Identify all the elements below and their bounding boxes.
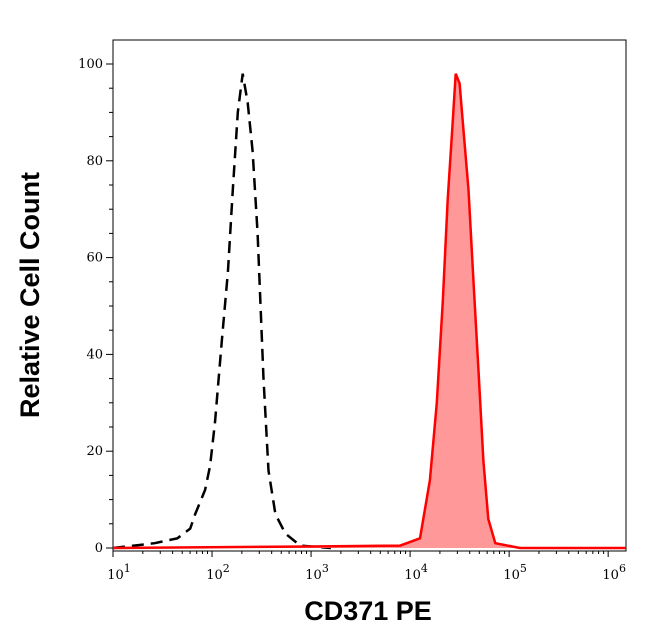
y-tick-label: 40	[86, 347, 103, 362]
y-tick-label: 0	[95, 541, 103, 556]
x-tick-label: 105	[503, 562, 527, 583]
y-axis-label: Relative Cell Count	[15, 172, 45, 418]
x-tick-label: 104	[404, 562, 428, 583]
x-tick-label: 101	[107, 562, 131, 583]
plot-frame	[112, 39, 627, 552]
cd371-fill-area	[113, 73, 626, 548]
x-tick-label: 106	[602, 562, 626, 583]
x-tick-label: 102	[206, 562, 230, 583]
y-tick-label: 20	[86, 444, 103, 459]
x-axis-label: CD371 PE	[304, 596, 432, 626]
y-tick-label: 100	[78, 57, 103, 72]
cd371-line	[112, 73, 626, 550]
y-tick-label: 80	[86, 154, 103, 169]
isotype-control-line	[112, 73, 331, 550]
x-tick-label: 103	[305, 562, 329, 583]
y-tick-label: 60	[86, 251, 103, 266]
